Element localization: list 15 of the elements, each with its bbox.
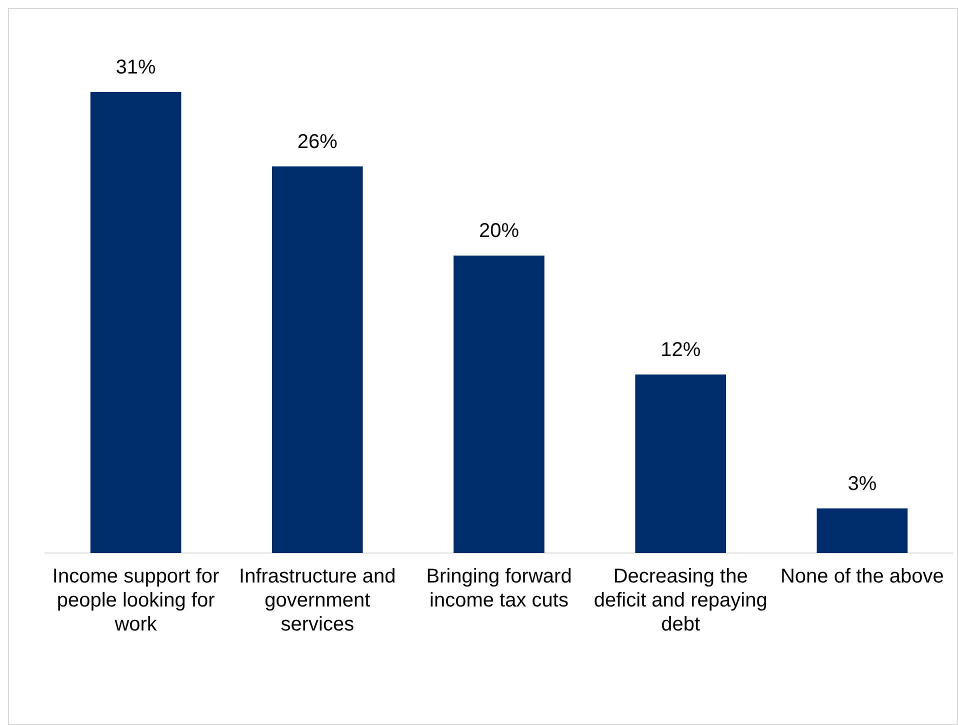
x-tick-label: Infrastructure and government services [239, 566, 396, 636]
bar [272, 166, 363, 553]
x-tick-label: Income support for people looking for work [52, 566, 220, 636]
data-label: 12% [660, 339, 701, 362]
x-tick-label: Decreasing the deficit and repaying debt [594, 566, 768, 636]
bar [635, 374, 726, 553]
data-label: 26% [297, 130, 338, 153]
x-tick-label: None of the above [780, 566, 944, 588]
data-label: 20% [478, 220, 520, 242]
bar [816, 508, 908, 553]
x-tick-label: Bringing forward income tax cuts [426, 566, 572, 612]
bar [90, 92, 182, 553]
data-label: 31% [116, 56, 156, 78]
bar [454, 256, 544, 553]
data-label: 3% [848, 472, 877, 495]
